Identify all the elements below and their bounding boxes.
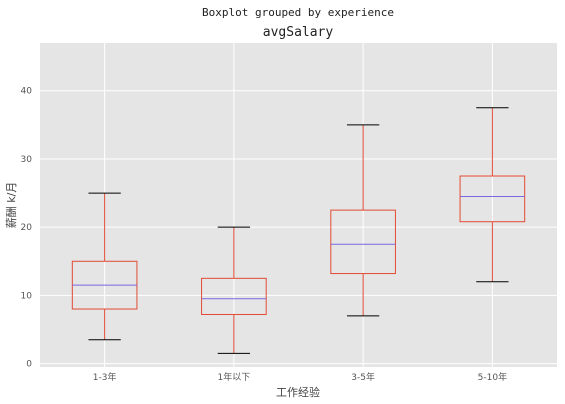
y-axis-ticks: 0 10 20 30 40 bbox=[21, 87, 33, 370]
x-tick-label: 1年以下 bbox=[218, 371, 251, 383]
box-1-3年 bbox=[71, 192, 138, 341]
boxes bbox=[71, 107, 526, 354]
box-3-5年 bbox=[330, 124, 396, 317]
y-tick-label: 30 bbox=[21, 155, 33, 165]
x-axis-ticks: 1-3年 1年以下 3-5年 5-10年 bbox=[93, 371, 507, 383]
y-tick-label: 10 bbox=[21, 291, 33, 301]
y-tick-label: 20 bbox=[21, 223, 33, 233]
chart-subtitle: avgSalary bbox=[263, 25, 334, 40]
box-iqr bbox=[201, 277, 267, 315]
chart-title: Boxplot grouped by experience bbox=[202, 6, 394, 19]
x-tick-label: 1-3年 bbox=[93, 371, 117, 383]
plot-area bbox=[40, 43, 557, 367]
y-axis-label: 薪酬 k/月 bbox=[5, 182, 18, 229]
y-tick-label: 40 bbox=[21, 87, 33, 97]
box-5-10年 bbox=[459, 107, 526, 283]
x-axis-label: 工作经验 bbox=[276, 385, 320, 399]
box-1年以下 bbox=[201, 226, 267, 354]
box-iqr bbox=[459, 175, 526, 223]
box-iqr bbox=[330, 209, 396, 275]
x-tick-label: 5-10年 bbox=[478, 371, 507, 383]
y-tick-label: 0 bbox=[26, 360, 32, 370]
x-tick-label: 3-5年 bbox=[351, 371, 375, 383]
